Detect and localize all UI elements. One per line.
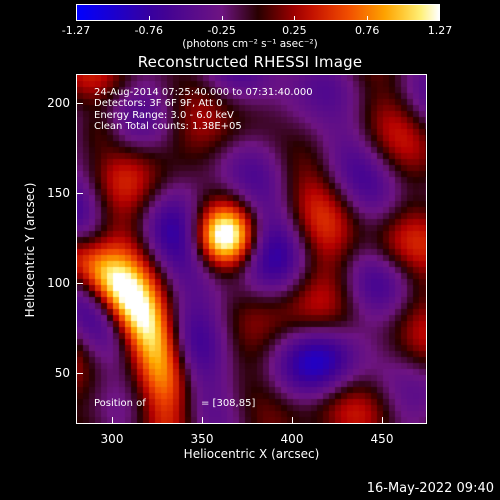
- y-axis-label: Heliocentric Y (arcsec): [23, 182, 37, 318]
- y-tick-label: 50: [54, 366, 70, 381]
- colorbar-units: (photons cm⁻² s⁻¹ asec⁻²): [182, 38, 318, 50]
- y-tick-mark: [77, 373, 83, 375]
- y-tick-mark: [77, 283, 83, 285]
- x-tick-mark: [292, 417, 293, 423]
- colorbar-tick-label: -1.27: [61, 24, 91, 37]
- colorbar-tick-label: -0.25: [207, 24, 236, 37]
- info-position: Position of: [94, 398, 146, 409]
- info-energy: Energy Range: 3.0 - 6.0 keV: [94, 110, 234, 121]
- y-tick-label: 150: [47, 186, 70, 201]
- x-tick-label: 450: [370, 432, 394, 446]
- colorbar: [76, 4, 440, 21]
- colorbar-tick-mark: [148, 16, 150, 21]
- y-tick-label: 100: [47, 276, 70, 291]
- x-axis-label: Heliocentric X (arcsec): [183, 447, 320, 461]
- y-tick-label: 200: [47, 95, 70, 110]
- x-tick-mark: [202, 417, 203, 423]
- y-tick-mark: [77, 193, 83, 195]
- x-tick-mark: [382, 417, 383, 423]
- colorbar-tick-mark: [221, 16, 223, 21]
- x-tick-label: 350: [190, 432, 214, 446]
- info-position-value: = [308,85]: [201, 398, 256, 409]
- heatmap-image: [77, 75, 426, 423]
- x-tick-mark: [112, 417, 113, 423]
- info-time: 24-Aug-2014 07:25:40.000 to 07:31:40.000: [94, 87, 313, 98]
- x-tick-label: 400: [280, 432, 304, 446]
- image-plot: [76, 74, 427, 424]
- colorbar-tick-label: 1.27: [427, 24, 453, 37]
- y-tick-mark: [77, 102, 83, 104]
- colorbar-tick-label: 0.25: [282, 24, 307, 37]
- x-tick-label: 300: [100, 432, 124, 446]
- datestamp: 16-May-2022 09:40: [366, 481, 494, 496]
- info-clean: Clean Total counts: 1.38E+05: [94, 121, 242, 132]
- plot-title: Reconstructed RHESSI Image: [137, 53, 363, 71]
- colorbar-tick-mark: [439, 16, 440, 21]
- info-detectors: Detectors: 3F 6F 9F, Att 0: [94, 98, 223, 109]
- colorbar-tick-label: 0.76: [354, 24, 380, 37]
- colorbar-tick-label: -0.76: [134, 24, 164, 37]
- colorbar-tick-mark: [294, 16, 296, 21]
- colorbar-tick-mark: [76, 16, 77, 21]
- colorbar-tick-mark: [367, 16, 369, 21]
